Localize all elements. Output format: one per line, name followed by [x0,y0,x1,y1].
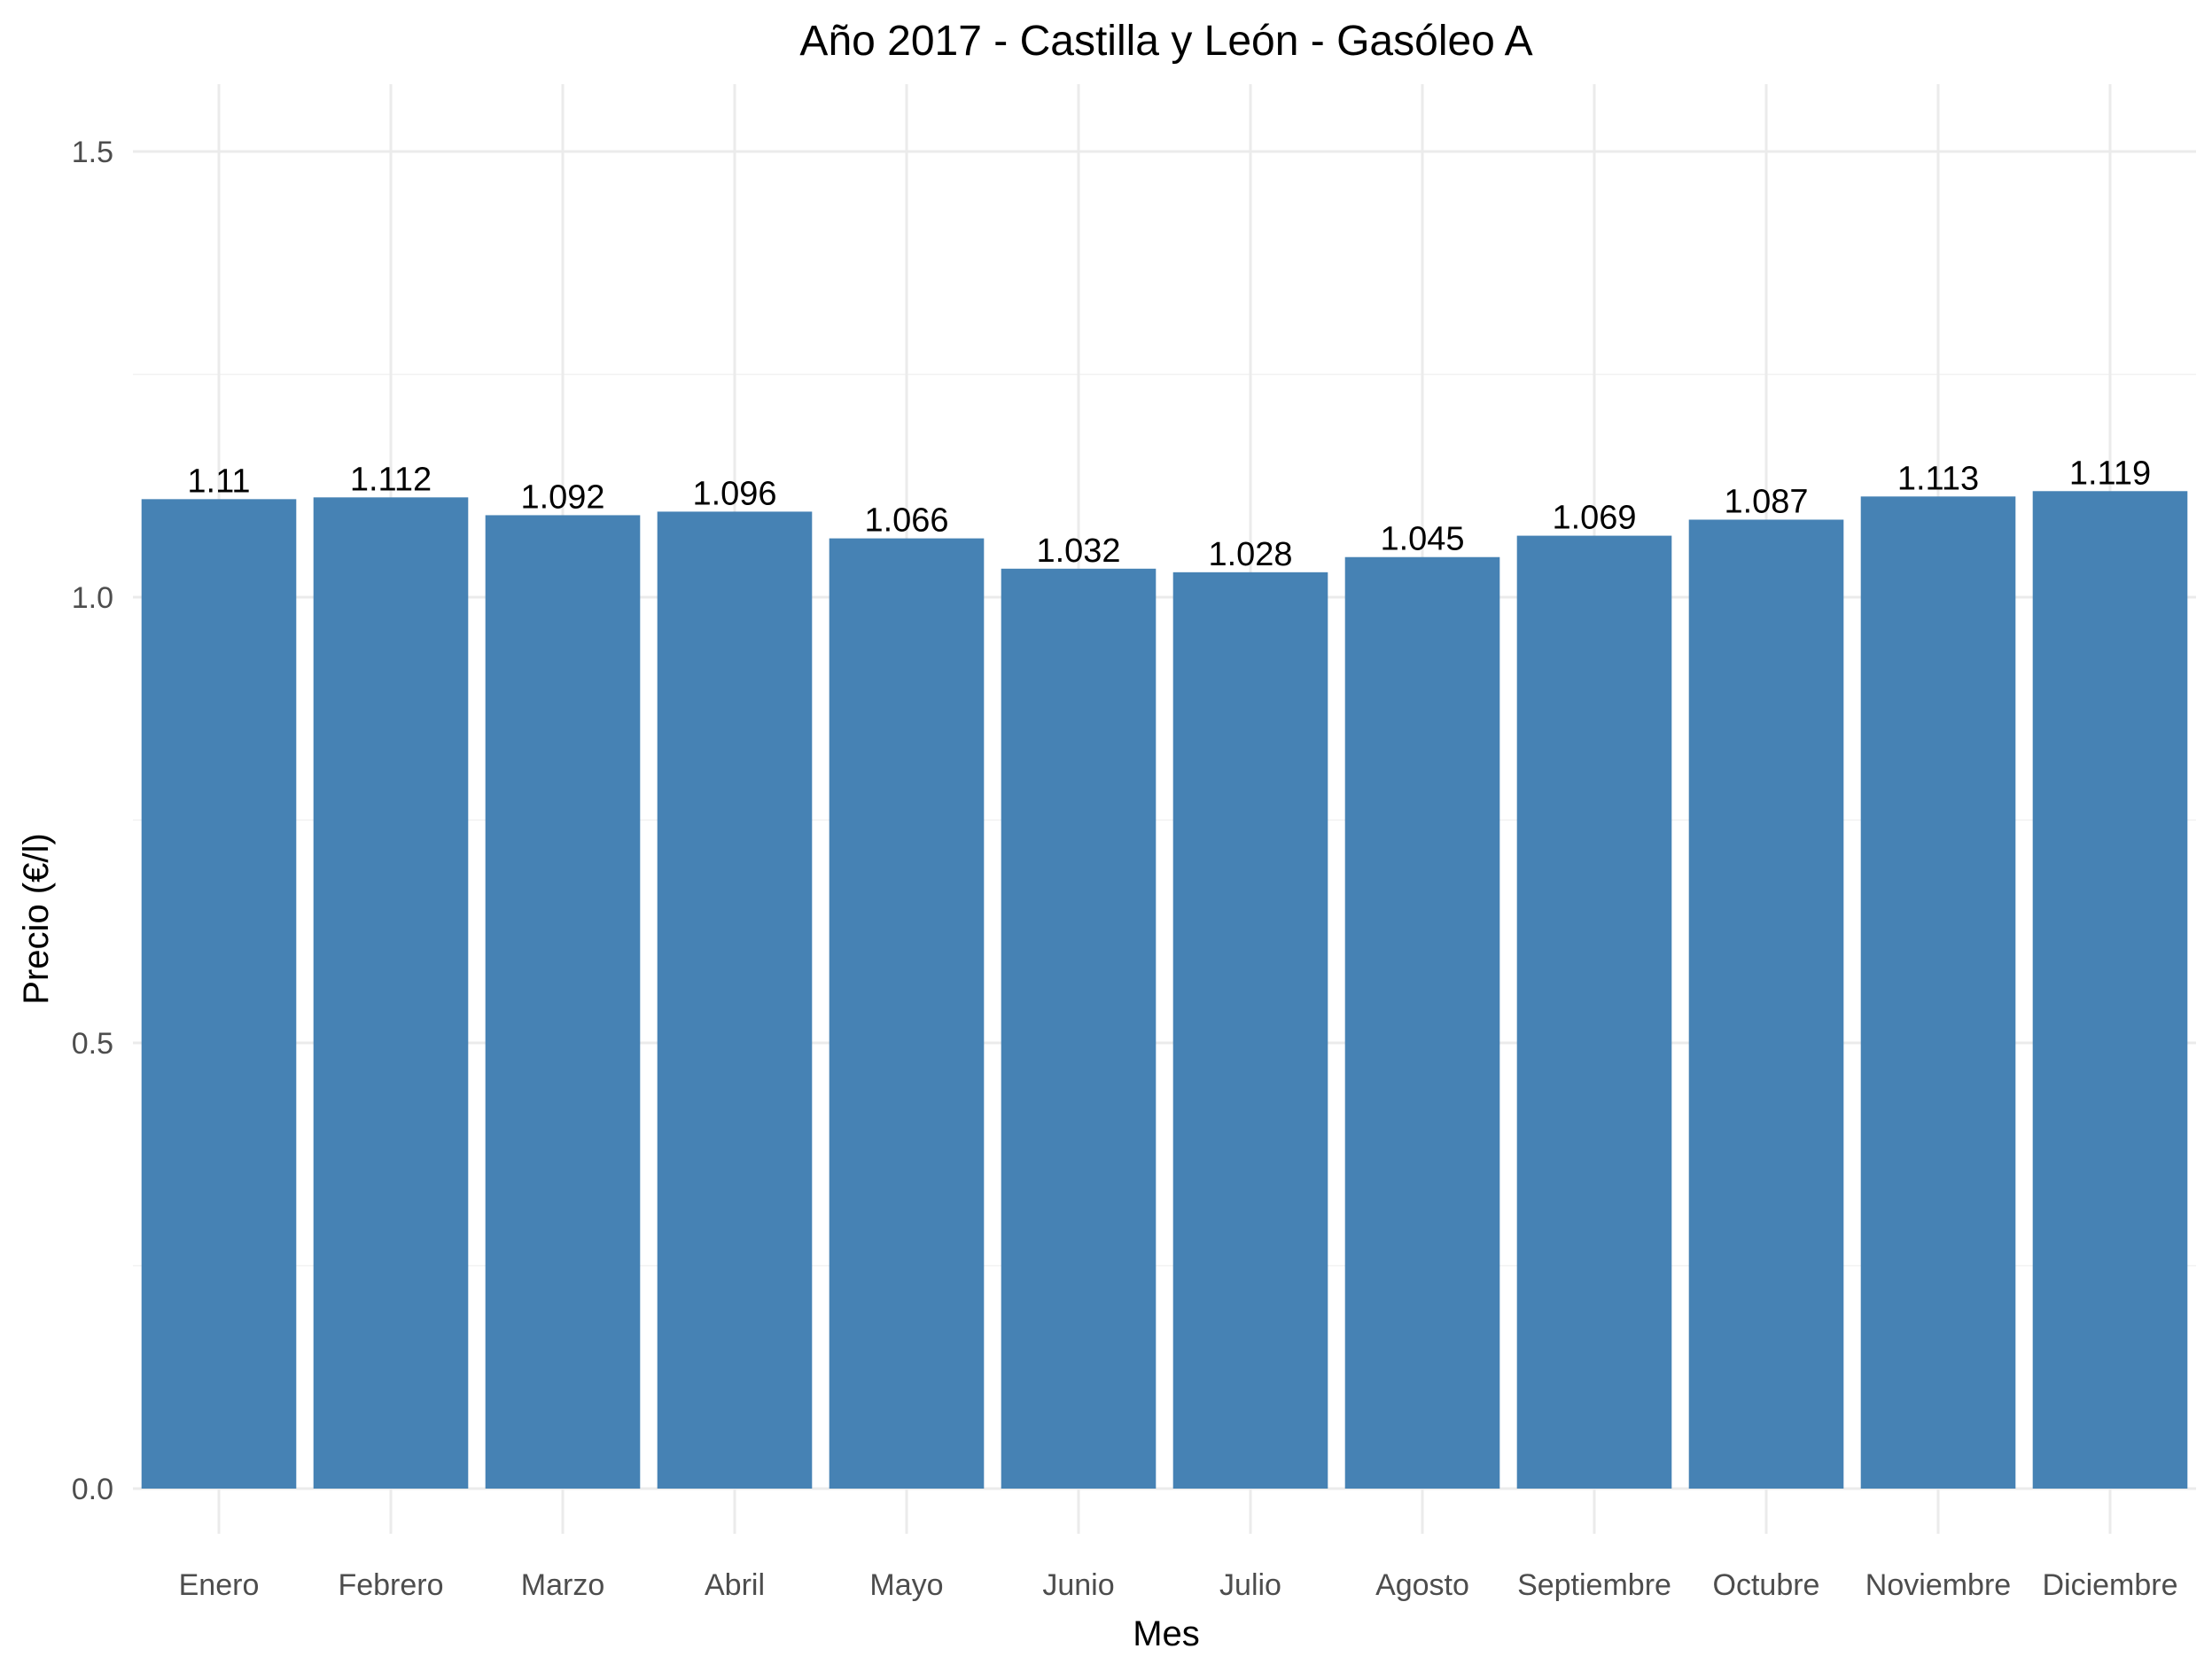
bar-febrero [313,497,469,1489]
y-tick-label: 0.5 [72,1027,113,1061]
data-label: 1.119 [2069,455,2151,492]
data-labels: 1.11 1.112 1.092 1.096 1.066 1.032 1.028 1.045 1… [187,455,2151,573]
bar-diciembre [2032,491,2188,1489]
y-axis-tick-labels: 0.0 0.5 1.0 1.5 [72,136,113,1506]
x-tick-label: Febrero [338,1568,443,1602]
x-tick-label: Marzo [521,1568,604,1602]
x-tick-label: Mayo [869,1568,943,1602]
data-label: 1.113 [1897,460,1979,497]
x-tick-label: Noviembre [1865,1568,2011,1602]
data-label: 1.032 [1036,533,1120,570]
x-tick-label: Diciembre [2042,1568,2177,1602]
x-axis-title: Mes [1133,1614,1200,1653]
data-label: 1.087 [1724,483,1808,520]
data-label: 1.112 [350,461,432,498]
bar-marzo [485,515,641,1489]
data-label: 1.069 [1552,500,1636,537]
y-tick-label: 0.0 [72,1473,113,1506]
bar-julio [1172,572,1328,1489]
y-tick-label: 1.5 [72,136,113,169]
bar-junio [1001,568,1157,1489]
bar-enero [141,499,297,1489]
bar-octubre [1688,519,1844,1489]
bars [141,491,2188,1489]
data-label: 1.092 [520,478,604,516]
x-tick-label: Junio [1042,1568,1114,1602]
data-label: 1.045 [1380,521,1464,558]
data-label: 1.11 [187,463,250,500]
bar-agosto [1344,556,1500,1489]
data-label: 1.028 [1208,536,1292,573]
x-tick-label: Octubre [1713,1568,1820,1602]
x-tick-label: Abril [705,1568,765,1602]
x-axis-tick-labels: Enero Febrero Marzo Abril Mayo Junio Julio Agos… [179,1568,2178,1602]
bar-septiembre [1516,535,1672,1489]
y-tick-label: 1.0 [72,581,113,615]
x-tick-label: Julio [1219,1568,1281,1602]
x-tick-label: Enero [179,1568,260,1602]
bar-mayo [829,538,985,1489]
x-tick-label: Septiembre [1517,1568,1671,1602]
bar-abril [657,511,813,1489]
x-tick-label: Agosto [1375,1568,1469,1602]
bar-noviembre [1860,496,2016,1489]
data-label: 1.066 [864,502,948,540]
data-label: 1.096 [692,475,776,512]
chart-title: Año 2017 - Castilla y León - Gasóleo A [799,18,1532,65]
y-axis-title: Precio (€/l) [17,833,56,1004]
